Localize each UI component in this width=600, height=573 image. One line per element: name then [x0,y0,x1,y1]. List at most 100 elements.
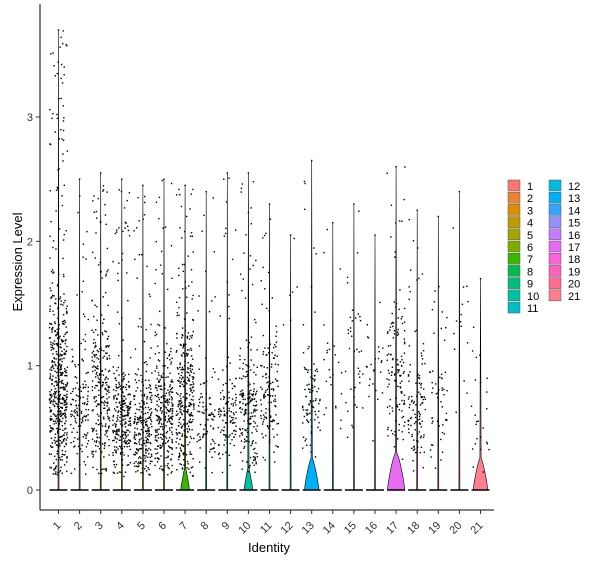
data-point [170,363,172,365]
data-point [187,408,189,411]
data-point [134,418,137,421]
data-point [138,448,140,450]
data-point [437,425,440,427]
data-point [274,378,277,380]
data-point [155,408,157,411]
data-point [270,363,273,365]
data-point [63,117,65,119]
data-point [387,369,390,372]
data-point [53,423,55,425]
data-point [166,421,168,423]
data-point [270,401,272,404]
data-point [165,412,168,414]
data-point [130,424,132,427]
data-point [53,313,55,316]
data-point [228,454,231,457]
data-point [169,384,171,386]
data-point [189,453,191,455]
data-point [125,437,127,439]
data-point [50,429,53,432]
legend-label: 13 [568,193,580,205]
data-point [250,422,252,425]
data-point [101,385,104,387]
data-point [54,322,56,325]
data-point [123,441,125,443]
violin-15 [353,204,355,491]
data-point [221,471,224,474]
data-point [49,287,51,289]
data-point [65,43,67,46]
data-point [146,395,149,398]
data-point [74,411,77,414]
data-point [135,460,137,463]
data-point [276,355,278,357]
data-point [95,440,98,442]
data-point [148,432,151,435]
data-point [171,397,173,399]
data-point [178,421,180,424]
data-point [65,461,68,463]
data-point [78,409,81,411]
data-point [87,390,89,393]
data-point [138,379,140,382]
data-point [71,390,74,393]
data-point [308,383,310,386]
data-point [175,428,178,431]
data-point [350,335,353,337]
data-point [408,286,410,288]
data-point [74,417,76,420]
data-point [115,386,117,388]
data-point [214,451,216,453]
data-point [240,411,242,414]
data-point [181,263,184,266]
data-point [240,451,242,454]
data-point [123,402,126,405]
data-point [431,422,433,424]
data-point [160,455,162,457]
data-point [267,381,269,383]
data-point [82,338,85,341]
data-point [180,402,182,405]
data-point [150,408,152,410]
points-5 [133,184,153,476]
data-point [317,387,320,390]
data-point [59,436,61,438]
data-point [91,450,93,453]
data-point [263,396,265,398]
data-point [212,413,215,416]
data-point [222,419,224,422]
data-point [99,348,101,350]
data-point [455,320,458,322]
data-point [66,393,68,395]
data-point [394,430,396,433]
data-point [440,459,442,461]
data-point [226,401,228,403]
legend-item-11: 11 [507,301,538,315]
data-point [76,410,78,413]
data-point [66,375,68,377]
data-point [421,396,424,398]
data-point [186,397,188,399]
data-point [199,438,202,441]
data-point [145,440,147,442]
data-point [105,401,107,404]
legend-swatch [548,216,562,228]
data-point [408,428,410,430]
data-point [187,353,189,355]
data-point [446,419,448,421]
data-point [179,343,182,346]
data-point [79,448,82,450]
data-point [156,378,158,380]
data-point [64,333,66,336]
data-point [64,299,66,302]
data-point [272,381,274,384]
data-point [166,367,169,369]
data-point [218,452,220,454]
data-point [420,426,423,428]
data-point [122,339,124,341]
data-point [82,402,84,405]
data-point [254,471,256,473]
data-point [203,214,205,217]
data-point [170,422,172,425]
data-point [244,398,246,401]
